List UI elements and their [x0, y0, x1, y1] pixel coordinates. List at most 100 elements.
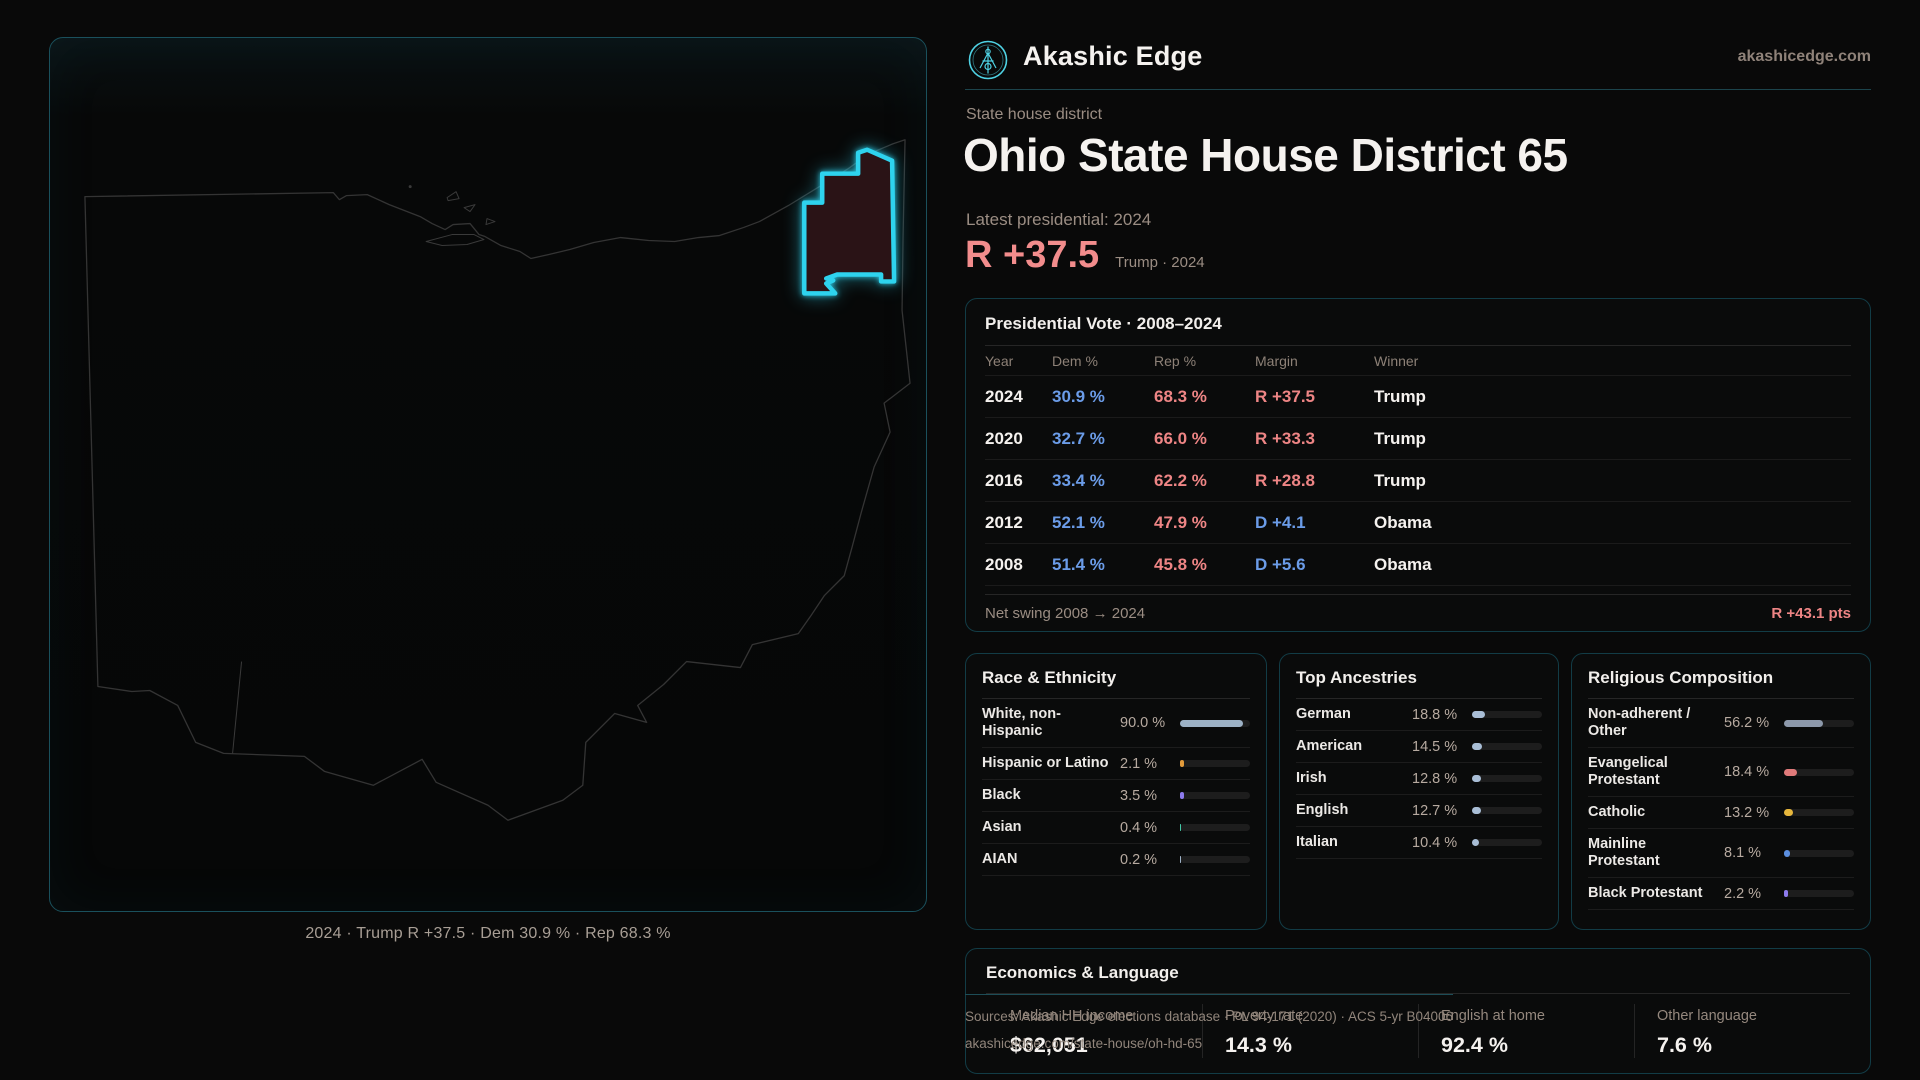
demo-value: 12.8 % — [1412, 770, 1458, 787]
demo-label: Black — [982, 787, 1021, 803]
cell-dem-pct: 51.4 % — [1052, 554, 1105, 574]
top-ancestries-panel: Top Ancestries German 18.8 % American 14.5 … — [1279, 653, 1559, 930]
divider — [1296, 698, 1542, 699]
demo-label: Asian — [982, 819, 1022, 835]
cell-year: 2020 — [985, 428, 1023, 448]
list-item: Italian 10.4 % — [1296, 827, 1542, 859]
ancestries-panel-title: Top Ancestries — [1296, 668, 1417, 687]
vote-table-header: Year Dem % Rep % Margin Winner — [985, 346, 1851, 376]
stat-value: 92.4 % — [1441, 1033, 1508, 1057]
margin-row: R +37.5 Trump · 2024 — [965, 234, 1205, 277]
list-item: Black Protestant 2.2 % — [1588, 878, 1854, 910]
district-65-shape[interactable] — [802, 147, 897, 296]
demo-bar — [1472, 775, 1542, 782]
divider — [985, 345, 1851, 346]
demo-label: Non-adherent / Other — [1588, 706, 1691, 739]
demo-label: Black Protestant — [1588, 885, 1703, 901]
list-item: English 12.7 % — [1296, 795, 1542, 827]
brand-name: Akashic Edge — [1023, 41, 1203, 71]
stat-cell: Other language 7.6 % — [1634, 1004, 1850, 1058]
demo-label: Hispanic or Latino — [982, 755, 1109, 771]
race-panel-title: Race & Ethnicity — [982, 668, 1117, 687]
stat-label: Other language — [1657, 1008, 1757, 1024]
cell-winner: Trump — [1374, 470, 1426, 490]
demo-bar — [1472, 807, 1542, 814]
list-item: Mainline Protestant 8.1 % — [1588, 829, 1854, 878]
economics-language-panel: Economics & Language Median HH income $62… — [965, 948, 1871, 1074]
demo-bar — [1784, 768, 1854, 776]
cell-dem-pct: 32.7 % — [1052, 428, 1105, 448]
ohio-state-outline — [84, 139, 911, 821]
table-row: 2012 52.1 % 47.9 % D +4.1 Obama — [985, 502, 1851, 544]
demo-bar — [1472, 839, 1542, 846]
cell-rep-pct: 68.3 % — [1154, 386, 1207, 406]
table-row: 2016 33.4 % 62.2 % R +28.8 Trump — [985, 460, 1851, 502]
cell-rep-pct: 62.2 % — [1154, 470, 1207, 490]
site-domain-link[interactable]: akashicedge.com — [1737, 48, 1871, 65]
demo-bar — [1180, 824, 1250, 831]
akashic-edge-emblem-icon — [968, 40, 1008, 80]
demo-label: American — [1296, 738, 1363, 754]
religion-panel-title: Religious Composition — [1588, 668, 1774, 687]
demo-bar — [1180, 719, 1250, 727]
cell-margin: R +37.5 — [1255, 386, 1316, 406]
vote-panel-title: Presidential Vote · 2008–2024 — [985, 314, 1222, 333]
demo-label: White, non-Hispanic — [982, 706, 1061, 739]
header-divider — [965, 89, 1871, 90]
demo-bar — [1180, 856, 1250, 863]
margin-badge: R +37.5 — [965, 234, 1100, 276]
cell-rep-pct: 45.8 % — [1154, 554, 1207, 574]
col-winner: Winner — [1374, 352, 1419, 369]
margin-context: Trump · 2024 — [1115, 254, 1205, 271]
net-swing-label: Net swing 2008 → 2024 — [985, 605, 1146, 622]
demo-value: 18.8 % — [1412, 706, 1458, 723]
stat-value: $62,051 — [1010, 1033, 1088, 1057]
demo-value: 8.1 % — [1724, 845, 1762, 861]
demo-label: Mainline Protestant — [1588, 836, 1660, 869]
religion-rows: Non-adherent / Other 56.2 % Evangelical Pr… — [1588, 699, 1854, 910]
demo-label: Italian — [1296, 834, 1338, 850]
county-line — [232, 661, 243, 754]
demo-bar — [1784, 719, 1854, 727]
stat-value: 7.6 % — [1657, 1033, 1712, 1057]
stat-label: English at home — [1441, 1008, 1545, 1024]
ohio-map — [84, 139, 911, 821]
list-item: AIAN 0.2 % — [982, 844, 1250, 876]
sources-url[interactable]: akashicedge.com/state-house/oh-hd-65 — [965, 1036, 1203, 1051]
demo-value: 56.2 % — [1724, 715, 1770, 731]
race-ethnicity-panel: Race & Ethnicity White, non-Hispanic 90.0… — [965, 653, 1267, 930]
list-item: Hispanic or Latino 2.1 % — [982, 748, 1250, 780]
presidential-vote-panel: Presidential Vote · 2008–2024 Year Dem %… — [965, 298, 1871, 632]
demo-value: 0.2 % — [1120, 851, 1158, 868]
demo-bar — [1180, 760, 1250, 767]
col-margin: Margin — [1255, 352, 1298, 369]
demo-value: 3.5 % — [1120, 787, 1158, 804]
list-item: White, non-Hispanic 90.0 % — [982, 699, 1250, 748]
demo-bar — [1472, 711, 1542, 718]
stat-cell: English at home 92.4 % — [1418, 1004, 1634, 1058]
col-rep: Rep % — [1154, 352, 1197, 369]
cell-margin: R +33.3 — [1255, 428, 1316, 448]
cell-year: 2012 — [985, 512, 1023, 532]
demo-value: 12.7 % — [1412, 802, 1458, 819]
demo-value: 2.1 % — [1120, 755, 1158, 772]
demo-label: Evangelical Protestant — [1588, 755, 1668, 788]
cell-dem-pct: 52.1 % — [1052, 512, 1105, 532]
list-item: Catholic 13.2 % — [1588, 797, 1854, 829]
cell-margin: R +28.8 — [1255, 470, 1316, 490]
stat-cell: Median HH income $62,051 — [986, 1004, 1202, 1058]
religious-composition-panel: Religious Composition Non-adherent / Oth… — [1571, 653, 1871, 930]
cell-year: 2008 — [985, 554, 1023, 574]
col-year: Year — [985, 352, 1014, 369]
stat-value: 14.3 % — [1225, 1033, 1292, 1057]
district-type-kicker: State house district — [966, 106, 1103, 123]
demo-bar — [1472, 743, 1542, 750]
cell-rep-pct: 47.9 % — [1154, 512, 1207, 532]
demo-value: 90.0 % — [1120, 715, 1166, 731]
divider — [982, 698, 1250, 699]
divider — [986, 993, 1850, 994]
demo-value: 0.4 % — [1120, 819, 1158, 836]
vote-table-body: 2024 30.9 % 68.3 % R +37.5 Trump 2020 32.7 % 66… — [985, 376, 1851, 586]
latest-presidential-label: Latest presidential: 2024 — [966, 210, 1152, 229]
